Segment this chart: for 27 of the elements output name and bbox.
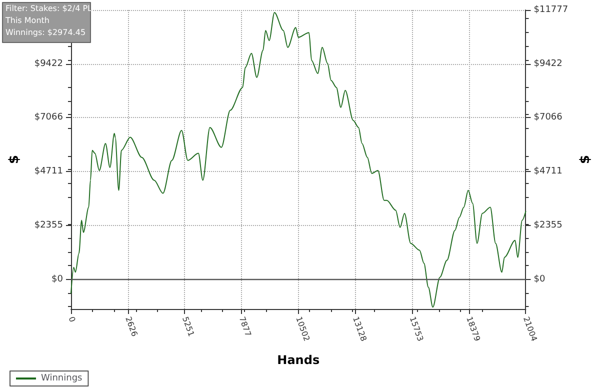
y2-tick-label: $4711 — [534, 166, 562, 177]
x-tick-label: 0 — [66, 315, 77, 324]
y-tick-label: $2355 — [34, 220, 63, 230]
y-axis-title: $ — [7, 154, 22, 164]
legend-label: Winnings — [41, 374, 83, 384]
y2-tick-label: $11777 — [534, 5, 568, 15]
x-tick-label: 5251 — [180, 315, 196, 338]
y-tick-label: $9422 — [34, 58, 63, 69]
x-tick-label: 18379 — [464, 315, 482, 342]
x-tick-label: 15753 — [408, 315, 425, 342]
y2-tick-label: $2355 — [534, 220, 562, 230]
y-tick-label: $0 — [52, 274, 64, 284]
x-axis-title: Hands — [277, 353, 320, 367]
y2-tick-label: $0 — [534, 274, 546, 284]
text: This Month — [4, 16, 50, 25]
x-tick-label: 2626 — [124, 315, 140, 338]
x-tick-label: 10502 — [294, 315, 312, 342]
x-tick-label: 21004 — [522, 315, 539, 342]
x-tick-label: 7877 — [237, 315, 253, 338]
annotation: Winnings: $2974.45 — [6, 28, 86, 37]
y2-tick-label: $9422 — [534, 58, 562, 69]
y-tick-label: $7066 — [34, 112, 64, 123]
y2-tick-label: $7066 — [534, 112, 563, 123]
annotation: Filter: Stakes: $2/4 PL — [6, 4, 93, 13]
y2-axis-title: $ — [578, 154, 593, 164]
x-tick-label: 13128 — [350, 315, 368, 342]
y-tick-label: $4711 — [34, 166, 63, 177]
